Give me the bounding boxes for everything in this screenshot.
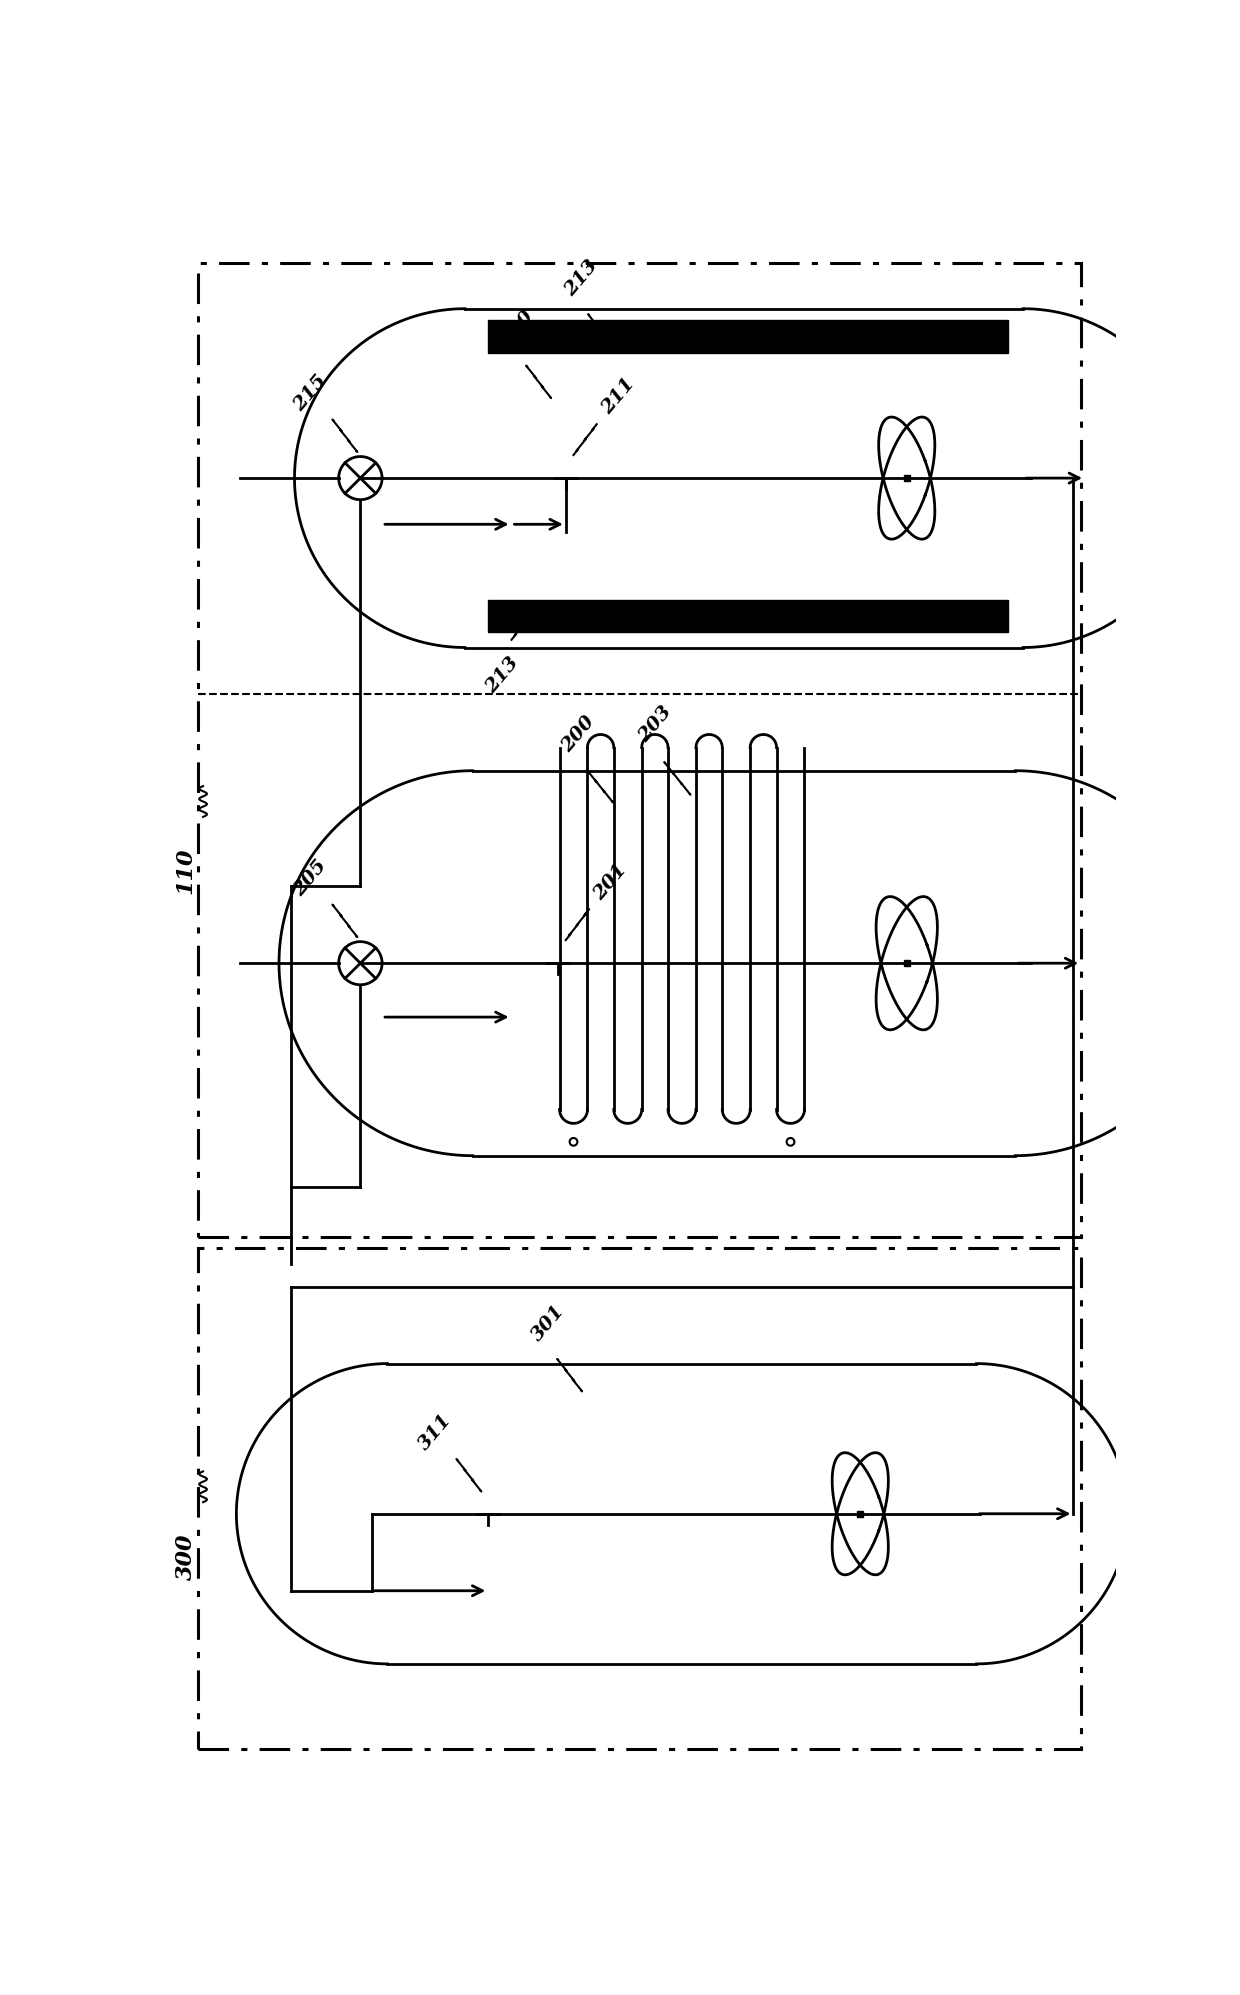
Text: 213: 213	[562, 257, 601, 299]
Text: 205: 205	[291, 858, 331, 900]
Text: 211: 211	[598, 375, 639, 419]
Text: 301: 301	[528, 1301, 569, 1345]
Bar	[489, 600, 1007, 632]
Bar	[489, 321, 1007, 353]
Text: 203: 203	[636, 702, 676, 746]
Text: 201: 201	[590, 860, 631, 904]
Text: 110: 110	[175, 848, 197, 894]
Text: 210: 210	[497, 307, 538, 351]
Text: 200: 200	[558, 712, 598, 756]
Text: 311: 311	[415, 1410, 456, 1454]
Text: 300: 300	[175, 1532, 197, 1580]
Text: 215: 215	[291, 373, 331, 415]
Text: 213: 213	[482, 654, 522, 696]
